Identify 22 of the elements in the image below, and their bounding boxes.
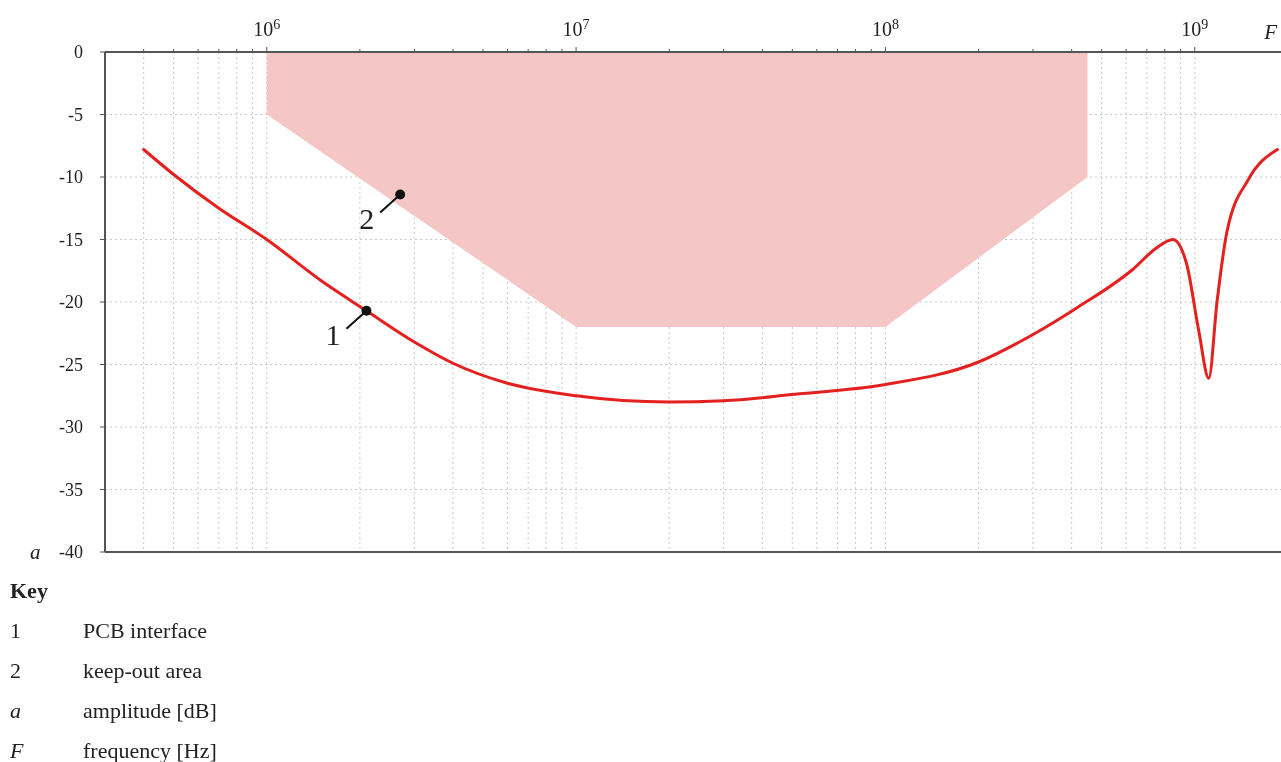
text: a amplitude [dB] [10,698,217,723]
x-tick-label: 10$^{6}$ [253,16,281,40]
y-tick-label: -40 [59,542,83,563]
text: 2 keep-out area [10,658,203,683]
y-tick-label: -35 [59,479,83,500]
text: Key [10,578,48,603]
annotation: 2 [359,201,375,235]
annotation: 1 [325,317,341,351]
y-tick-label: -10 [59,167,83,188]
x-tick-label: 10$^{8}$ [871,16,899,40]
y-tick-label: -25 [59,354,83,375]
y-tick-label: -20 [59,292,83,313]
y-tick-label: -15 [59,229,83,250]
x-tick-label: 10$^{9}$ [1181,16,1209,40]
y-tick-label: -5 [68,104,83,125]
x-tick-label: 10$^{7}$ [562,16,590,40]
x-axis-title: F [1263,20,1278,44]
text: F frequency [Hz] [10,738,217,762]
y-tick-label: -30 [59,417,83,438]
y-tick-label: 0 [74,42,83,63]
y-axis-title: a [30,540,41,565]
text: 1 PCB interface [10,618,208,643]
